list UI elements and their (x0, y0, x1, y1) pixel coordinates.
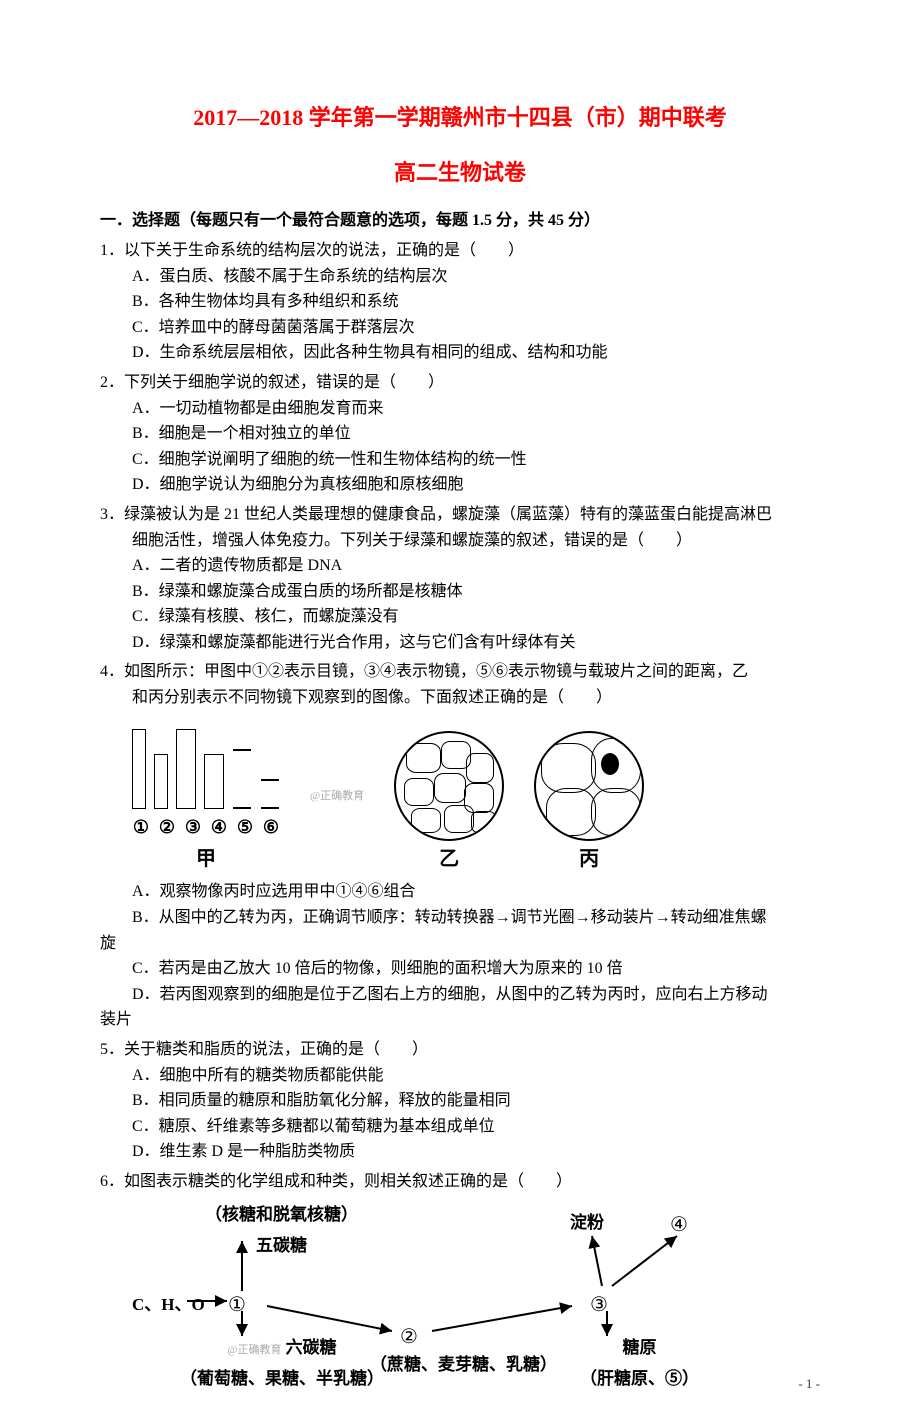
distance-icon (232, 749, 252, 809)
option: C．细胞学说阐明了细胞的统一性和生物体结构的统一性 (132, 447, 820, 473)
figure-label: 甲 (196, 843, 216, 875)
option: D．生命系统层层相依，因此各种生物具有相同的组成、结构和功能 (132, 340, 820, 366)
options: C．若丙是由乙放大 10 倍后的物像，则细胞的面积增大为原来的 10 倍 D．若… (100, 956, 820, 1007)
option-tail: 装片 (100, 1007, 820, 1033)
figure-bing: 丙 (534, 731, 644, 875)
figure-q6: C、H、O ① （核糖和脱氧核糖） 五碳糖 @正确教育 六碳糖 （葡萄糖、果糖、… (100, 1201, 820, 1371)
lens-icon (204, 754, 224, 809)
option: A．细胞中所有的糖类物质都能供能 (132, 1063, 820, 1089)
question-stem-cont: 和丙分别表示不同物镜下观察到的图像。下面叙述正确的是（ ） (100, 685, 820, 711)
diagram-node: （蔗糖、麦芽糖、乳糖） (370, 1351, 557, 1378)
option: D．维生素 D 是一种脂肪类物质 (132, 1139, 820, 1165)
options: A．二者的遗传物质都是 DNA B．绿藻和螺旋藻合成蛋白质的场所都是核糖体 C．… (100, 553, 820, 655)
option: B．从图中的乙转为丙，正确调节顺序：转动转换器→调节光圈→移动装片→转动细准焦螺 (132, 905, 820, 931)
diagram-node: 糖原 （肝糖原、⑤） (580, 1334, 699, 1392)
option: C．糖原、纤维素等多糖都以葡萄糖为基本组成单位 (132, 1114, 820, 1140)
options: A．细胞中所有的糖类物质都能供能 B．相同质量的糖原和脂肪氧化分解，释放的能量相… (100, 1063, 820, 1165)
diagram-node: C、H、O (132, 1291, 205, 1318)
option: C．若丙是由乙放大 10 倍后的物像，则细胞的面积增大为原来的 10 倍 (132, 956, 820, 982)
figure-label: 乙 (439, 843, 459, 875)
question: 5．关于糖类和脂质的说法，正确的是（ ） A．细胞中所有的糖类物质都能供能 B．… (100, 1037, 820, 1165)
lens-icon (176, 729, 196, 809)
figure-yi: 乙 (394, 731, 504, 875)
option: A．蛋白质、核酸不属于生命系统的结构层次 (132, 264, 820, 290)
diagram-node: ④ (670, 1209, 688, 1241)
option: B．相同质量的糖原和脂肪氧化分解，释放的能量相同 (132, 1088, 820, 1114)
options: A．蛋白质、核酸不属于生命系统的结构层次 B．各种生物体均具有多种组织和系统 C… (100, 264, 820, 366)
lens-icon (132, 729, 146, 809)
question: 4．如图所示：甲图中①②表示目镜，③④表示物镜，⑤⑥表示物镜与载玻片之间的距离，… (100, 659, 820, 1033)
option-tail: 旋 (100, 931, 820, 957)
question: 2．下列关于细胞学说的叙述，错误的是（ ） A．一切动植物都是由细胞发育而来 B… (100, 370, 820, 498)
option: A．二者的遗传物质都是 DNA (132, 553, 820, 579)
watermark: @正确教育 (310, 788, 364, 806)
figure-numbers: ① ② ③ ④ ⑤ ⑥ (132, 813, 280, 842)
option: D．细胞学说认为细胞分为真核细胞和原核细胞 (132, 472, 820, 498)
cells-large-icon (534, 731, 644, 841)
exam-title-sub: 高二生物试卷 (100, 155, 820, 190)
question-stem: 1．以下关于生命系统的结构层次的说法，正确的是（ ） (100, 238, 820, 264)
diagram-node: 淀粉 (570, 1209, 604, 1236)
options: A．一切动植物都是由细胞发育而来 B．细胞是一个相对独立的单位 C．细胞学说阐明… (100, 396, 820, 498)
question: 1．以下关于生命系统的结构层次的说法，正确的是（ ） A．蛋白质、核酸不属于生命… (100, 238, 820, 366)
option: D．绿藻和螺旋藻都能进行光合作用，这与它们含有叶绿体有关 (132, 630, 820, 656)
figure-jia: ① ② ③ ④ ⑤ ⑥ 甲 (132, 719, 280, 876)
question-stem: 5．关于糖类和脂质的说法，正确的是（ ） (100, 1037, 820, 1063)
question: 6．如图表示糖类的化学组成和种类，则相关叙述正确的是（ ） C、H、O ① （核… (100, 1169, 820, 1371)
question-stem: 2．下列关于细胞学说的叙述，错误的是（ ） (100, 370, 820, 396)
diagram-node: ① (228, 1289, 246, 1321)
option: C．绿藻有核膜、核仁，而螺旋藻没有 (132, 604, 820, 630)
question-stem: 3．绿藻被认为是 21 世纪人类最理想的健康食品，螺旋藻（属蓝藻）特有的藻蓝蛋白… (100, 502, 820, 528)
cells-small-icon (394, 731, 504, 841)
figure-label: 丙 (579, 843, 599, 875)
option: B．细胞是一个相对独立的单位 (132, 421, 820, 447)
options: A．观察物像丙时应选用甲中①④⑥组合 B．从图中的乙转为丙，正确调节顺序：转动转… (100, 879, 820, 930)
option: B．各种生物体均具有多种组织和系统 (132, 289, 820, 315)
diagram-node: （核糖和脱氧核糖） 五碳糖 (205, 1201, 358, 1259)
distance-icon (260, 779, 280, 809)
question-stem: 6．如图表示糖类的化学组成和种类，则相关叙述正确的是（ ） (100, 1169, 820, 1195)
option: B．绿藻和螺旋藻合成蛋白质的场所都是核糖体 (132, 579, 820, 605)
figure-q4: ① ② ③ ④ ⑤ ⑥ 甲 @正确教育 乙 (100, 719, 820, 876)
diagram-node: @正确教育 六碳糖 （葡萄糖、果糖、半乳糖） (180, 1334, 384, 1393)
section-header: 一．选择题（每题只有一个最符合题意的选项，每题 1.5 分，共 45 分） (100, 208, 820, 234)
diagram-node: ③ (590, 1289, 608, 1321)
question: 3．绿藻被认为是 21 世纪人类最理想的健康食品，螺旋藻（属蓝藻）特有的藻蓝蛋白… (100, 502, 820, 656)
question-stem: 4．如图所示：甲图中①②表示目镜，③④表示物镜，⑤⑥表示物镜与载玻片之间的距离，… (100, 659, 820, 685)
option: C．培养皿中的酵母菌菌落属于群落层次 (132, 315, 820, 341)
option: A．观察物像丙时应选用甲中①④⑥组合 (132, 879, 820, 905)
option: D．若丙图观察到的细胞是位于乙图右上方的细胞，从图中的乙转为丙时，应向右上方移动 (132, 982, 820, 1008)
question-stem-cont: 细胞活性，增强人体免疫力。下列关于绿藻和螺旋藻的叙述，错误的是（ ） (100, 528, 820, 554)
page-number: - 1 - (798, 1374, 820, 1395)
option: A．一切动植物都是由细胞发育而来 (132, 396, 820, 422)
exam-title-main: 2017—2018 学年第一学期赣州市十四县（市）期中联考 (100, 100, 820, 135)
lens-icon (154, 754, 168, 809)
diagram-node: ② (400, 1321, 418, 1353)
